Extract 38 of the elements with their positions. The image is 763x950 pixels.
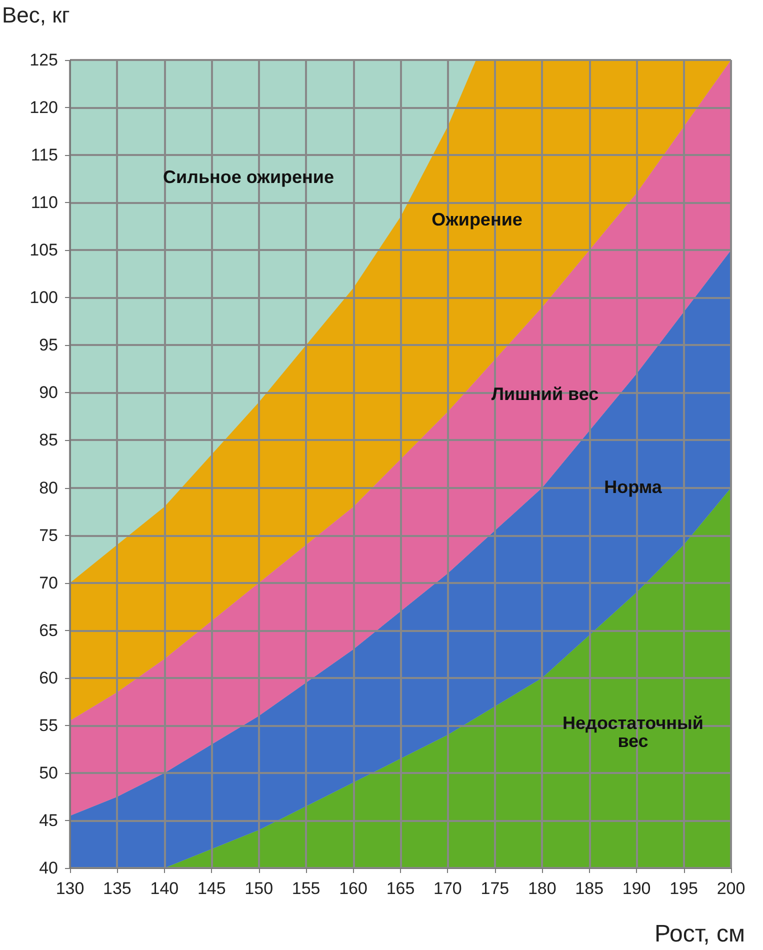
x-tick-label: 200 bbox=[716, 879, 746, 898]
y-tick-label: 40 bbox=[39, 858, 58, 878]
x-tick-label: 160 bbox=[339, 879, 368, 898]
series-label: Лишний вес bbox=[491, 384, 599, 404]
y-tick-label: 70 bbox=[39, 573, 58, 592]
x-tick-label: 145 bbox=[197, 879, 226, 898]
y-tick-label: 65 bbox=[39, 620, 58, 640]
x-tick-label: 140 bbox=[150, 879, 179, 898]
y-tick-label: 75 bbox=[39, 526, 58, 545]
y-tick-label: 80 bbox=[39, 478, 58, 498]
x-tick-label: 170 bbox=[434, 879, 462, 898]
y-tick-label: 60 bbox=[39, 668, 58, 688]
x-tick-label: 180 bbox=[528, 879, 556, 898]
y-tick-label: 125 bbox=[30, 50, 58, 70]
y-tick-label: 90 bbox=[39, 383, 58, 402]
x-tick-label: 130 bbox=[56, 879, 84, 898]
x-tick-label: 195 bbox=[670, 879, 698, 898]
y-tick-label: 45 bbox=[39, 810, 58, 830]
y-tick-label: 110 bbox=[30, 193, 58, 212]
y-tick-label: 115 bbox=[30, 146, 58, 165]
y-tick-label: 50 bbox=[39, 763, 58, 782]
series-label: Норма bbox=[604, 476, 663, 497]
y-tick-label: 95 bbox=[39, 336, 58, 355]
y-tick-label: 55 bbox=[39, 716, 58, 735]
x-tick-label: 190 bbox=[622, 879, 651, 898]
x-axis-title: Рост, см bbox=[654, 920, 745, 948]
annotation: Сильное ожирение bbox=[162, 167, 334, 188]
x-tick-label: 150 bbox=[244, 879, 274, 898]
x-tick-label: 155 bbox=[292, 879, 320, 898]
x-tick-label: 165 bbox=[386, 879, 415, 898]
y-tick-label: 120 bbox=[30, 98, 58, 118]
y-tick-label: 85 bbox=[39, 430, 58, 450]
y-axis-title: Вес, кг bbox=[2, 2, 70, 28]
x-tick-label: 185 bbox=[575, 879, 604, 898]
y-tick-label: 100 bbox=[30, 288, 58, 308]
x-tick-label: 175 bbox=[480, 879, 510, 898]
x-tick-label: 135 bbox=[103, 879, 132, 898]
y-tick-label: 105 bbox=[30, 240, 58, 260]
